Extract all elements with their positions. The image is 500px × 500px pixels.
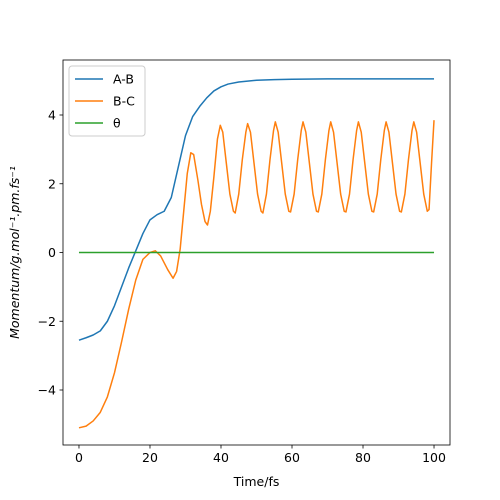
y-tick-label: −2 — [38, 314, 56, 329]
x-tick-label: 20 — [142, 450, 158, 465]
legend: A-B B-C θ — [68, 65, 146, 137]
legend-box — [68, 65, 146, 137]
y-axis-ticks: −4 −2 0 2 4 — [38, 108, 63, 398]
series-line-0 — [78, 78, 435, 341]
y-tick-label: −4 — [38, 383, 56, 398]
x-tick-label: 100 — [422, 450, 446, 465]
x-tick-label: 0 — [75, 450, 83, 465]
series-lines — [78, 78, 435, 429]
series-line-1 — [78, 120, 435, 429]
x-axis-label: Time/fs — [233, 474, 280, 489]
x-tick-label: 40 — [213, 450, 229, 465]
legend-label: B-C — [113, 94, 135, 109]
x-tick-label: 80 — [355, 450, 371, 465]
y-tick-label: 4 — [48, 108, 56, 123]
x-axis-ticks: 0 20 40 60 80 100 — [75, 445, 446, 465]
legend-label: A-B — [113, 72, 134, 87]
y-tick-label: 0 — [48, 245, 56, 260]
y-axis-label: Momentum/g.mol⁻¹.pm.fs⁻¹ — [7, 166, 22, 339]
y-tick-label: 2 — [48, 176, 56, 191]
x-tick-label: 60 — [284, 450, 300, 465]
legend-label: θ — [113, 116, 121, 131]
